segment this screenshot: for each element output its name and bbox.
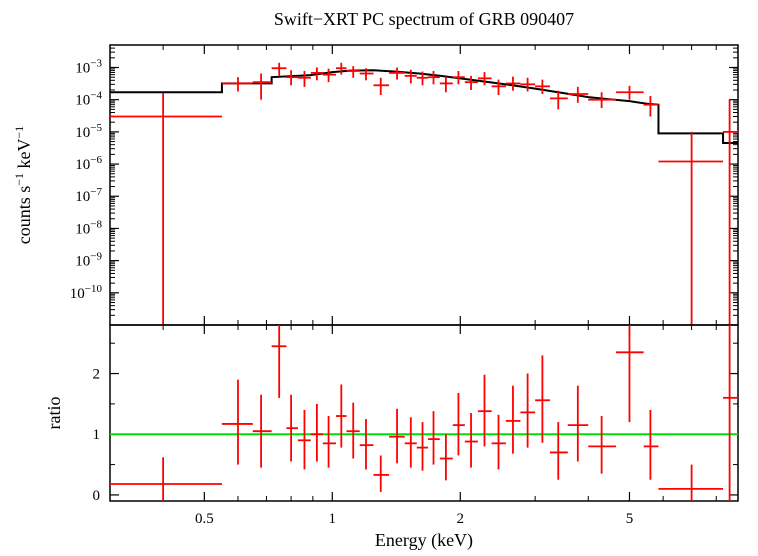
xtick-label: 2 xyxy=(457,511,465,527)
bottom-data-group xyxy=(110,325,738,501)
top-panel-frame xyxy=(110,45,738,325)
bottom-ylabel: ratio xyxy=(44,397,64,430)
top-ylabel: counts s−1 keV−1 xyxy=(12,126,34,245)
chart-svg: Swift−XRT PC spectrum of GRB 090407 10−10… xyxy=(0,0,758,556)
model-step-line xyxy=(110,70,738,143)
bottom-ytick-label: 0 xyxy=(93,488,101,504)
xtick-label: 5 xyxy=(626,511,634,527)
top-ytick-label: 10−8 xyxy=(75,218,102,237)
bottom-panel-frame xyxy=(110,325,738,501)
xtick-label: 0.5 xyxy=(195,511,214,527)
top-ytick-label: 10−6 xyxy=(75,154,102,173)
xtick-label: 1 xyxy=(329,511,337,527)
xlabel: Energy (keV) xyxy=(375,530,473,551)
top-ytick-label: 10−9 xyxy=(75,251,102,270)
top-ytick-label: 10−5 xyxy=(75,122,102,141)
top-ytick-label: 10−3 xyxy=(75,57,102,76)
bottom-ytick-label: 2 xyxy=(93,367,101,383)
top-ytick-label: 10−4 xyxy=(75,90,102,109)
top-ytick-label: 10−7 xyxy=(75,186,102,205)
top-ytick-label: 10−10 xyxy=(70,283,103,302)
bottom-ytick-label: 1 xyxy=(93,427,101,443)
spectrum-chart: Swift−XRT PC spectrum of GRB 090407 10−10… xyxy=(0,0,758,556)
chart-title: Swift−XRT PC spectrum of GRB 090407 xyxy=(274,9,574,29)
top-data-group xyxy=(110,63,738,325)
